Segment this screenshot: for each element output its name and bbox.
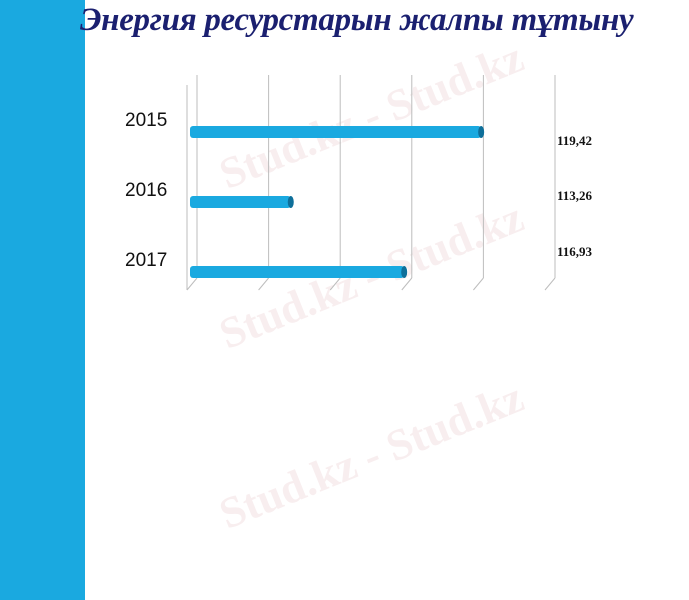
gridline-floor: [258, 277, 269, 291]
bar: [190, 266, 405, 278]
side-accent-strip: [0, 0, 85, 600]
bar-end-cap: [478, 126, 485, 138]
category-label: 2015: [125, 110, 167, 131]
gridline-floor: [186, 277, 198, 291]
data-label: 116,93: [557, 244, 593, 259]
category-label: 2016: [125, 180, 167, 201]
bar: [190, 196, 291, 208]
gridline-floor: [329, 277, 341, 291]
bar-end-cap: [401, 266, 408, 278]
gridline-floor: [473, 277, 484, 291]
slide-title: Энергия ресурстарын жалпы тұтыну: [80, 2, 634, 38]
bar: [190, 126, 482, 138]
gridline-floor: [401, 277, 413, 291]
data-label: 113,26: [557, 188, 593, 203]
gridline-floor: [544, 277, 556, 291]
data-label: 119,42: [557, 133, 592, 148]
bar-end-cap: [287, 196, 294, 208]
category-label: 2017: [125, 250, 167, 271]
